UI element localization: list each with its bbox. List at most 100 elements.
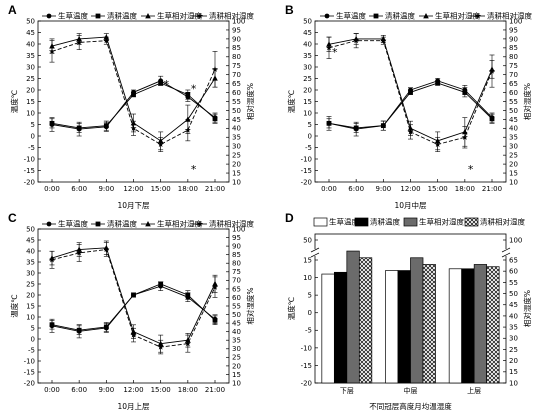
- panel-label: D: [285, 211, 294, 225]
- right-tick-label: 15: [232, 371, 241, 379]
- right-tick-label: 20: [232, 161, 241, 169]
- data-point: [211, 283, 219, 290]
- data-point: [48, 256, 56, 263]
- right-tick-label: 75: [232, 62, 241, 70]
- left-tick-label: 25: [26, 75, 35, 83]
- y-axis-label: 温度℃: [286, 297, 296, 320]
- legend-label: 清耕温度: [370, 217, 400, 227]
- right-tick-label: 20: [509, 357, 518, 365]
- right-tick-label: 35: [232, 337, 241, 345]
- right-tick-label: 40: [509, 125, 518, 133]
- right-tick-label: 10: [509, 379, 518, 387]
- panel-b: -20-15-10-505101520253035404550101520253…: [285, 3, 532, 210]
- x-tick-label: 6:00: [71, 185, 87, 193]
- data-point: [76, 125, 82, 131]
- significance-mark: *: [191, 83, 197, 96]
- right-tick-label: 20: [509, 161, 518, 169]
- data-point: [103, 324, 109, 330]
- right-tick-label: 95: [232, 26, 241, 34]
- y-axis-label: 温度℃: [9, 294, 19, 317]
- data-point: [434, 141, 441, 148]
- data-point: [157, 141, 164, 148]
- left-tick-label: -20: [301, 379, 312, 387]
- right-tick-label: 30: [509, 143, 518, 151]
- left-tick-label: 35: [303, 52, 312, 60]
- panel-c: -20-15-10-505101520253035404550101520253…: [8, 211, 255, 411]
- left-tick-label: -10: [301, 344, 312, 352]
- legend-label: 生草温度: [58, 219, 88, 229]
- right-tick-label: 85: [232, 44, 241, 52]
- legend-label: 清耕相对湿度: [487, 11, 532, 21]
- right-tick-label: 95: [232, 234, 241, 242]
- right-tick-label: 65: [232, 285, 241, 293]
- data-point: [184, 340, 191, 347]
- right-tick-label: 55: [232, 302, 241, 310]
- panel-a: -20-15-10-505101520253035404550101520253…: [8, 3, 255, 210]
- bar: [385, 270, 399, 384]
- left-tick-label: 35: [26, 52, 35, 60]
- legend-label: 清耕温度: [107, 11, 137, 21]
- data-point: [103, 123, 109, 129]
- right-tick-label: 25: [232, 354, 241, 362]
- right-tick-label: 45: [509, 116, 518, 124]
- data-point: [211, 66, 219, 72]
- right-tick-label: 45: [232, 320, 241, 328]
- x-tick-label: 18:00: [178, 386, 198, 394]
- bar: [461, 268, 475, 384]
- right-tick-label: 10: [232, 178, 241, 186]
- right-tick-label: 60: [509, 89, 518, 97]
- left-tick-label: 15: [26, 302, 35, 310]
- y2-axis-label: 相对湿度%: [245, 83, 255, 120]
- right-tick-label: 60: [509, 268, 518, 276]
- bar: [397, 270, 411, 384]
- right-tick-label: 60: [232, 294, 241, 302]
- right-tick-label: 55: [232, 98, 241, 106]
- legend-marker: [46, 221, 52, 227]
- data-point: [212, 317, 218, 323]
- right-tick-label: 50: [509, 290, 518, 298]
- plot-frame: [314, 20, 507, 183]
- right-tick-label: 75: [509, 62, 518, 70]
- bar: [422, 264, 436, 384]
- x-tick-label: 下层: [340, 387, 354, 395]
- data-point: [130, 125, 137, 131]
- x-tick-label: 15:00: [151, 386, 171, 394]
- right-tick-label: 65: [509, 256, 518, 264]
- x-tick-label: 12:00: [123, 185, 143, 193]
- left-tick-label: 10: [26, 109, 35, 117]
- legend-marker: [474, 12, 482, 19]
- data-point: [76, 327, 82, 333]
- left-tick-label: 10: [303, 274, 312, 282]
- left-tick-label: -10: [24, 155, 35, 163]
- left-tick-label: 20: [26, 291, 35, 299]
- right-tick-label: 45: [509, 301, 518, 309]
- legend-label: 生草温度: [336, 11, 366, 21]
- left-tick-label: -10: [24, 357, 35, 365]
- data-point: [326, 120, 332, 126]
- data-point: [380, 123, 386, 129]
- data-point: [158, 281, 164, 287]
- right-tick-label: 30: [232, 345, 241, 353]
- right-tick-label: 90: [232, 243, 241, 251]
- panel-label: C: [8, 211, 17, 225]
- right-tick-label: 80: [232, 260, 241, 268]
- left-tick-label: 50: [303, 17, 312, 25]
- legend-label: 清耕相对湿度: [209, 11, 254, 21]
- left-tick-label: -15: [301, 167, 312, 175]
- right-tick-label: 90: [232, 35, 241, 43]
- left-tick-label: 30: [303, 63, 312, 71]
- data-point: [49, 120, 55, 126]
- right-tick-label: 85: [509, 44, 518, 52]
- data-point: [462, 89, 468, 95]
- left-tick-label: 5: [31, 324, 35, 332]
- left-tick-label: 45: [303, 29, 312, 37]
- right-tick-label: 100: [232, 17, 245, 25]
- legend-marker: [373, 13, 379, 19]
- right-tick-label: 70: [232, 277, 241, 285]
- left-tick-label: 20: [303, 86, 312, 94]
- right-tick-label: 100: [509, 17, 522, 25]
- left-tick-label: 5: [308, 292, 312, 300]
- left-tick-label: 45: [26, 29, 35, 37]
- axis-break-mark: [310, 247, 320, 253]
- x-tick-label: 0:00: [44, 185, 60, 193]
